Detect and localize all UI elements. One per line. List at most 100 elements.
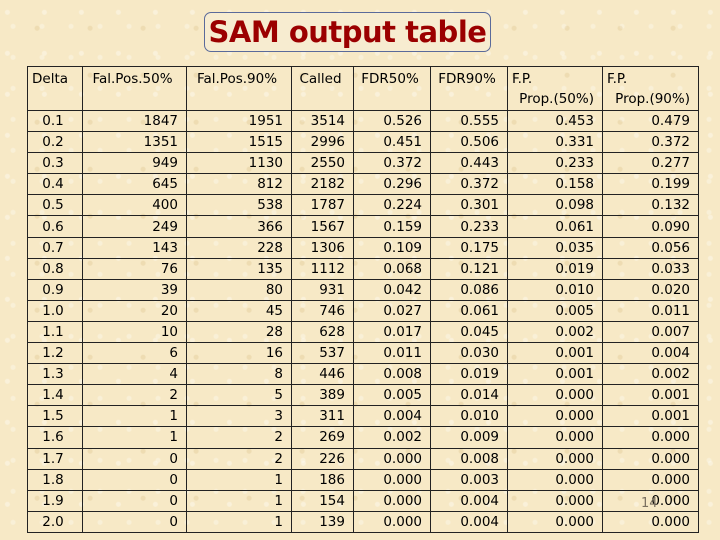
table-cell: 2 [186, 426, 292, 449]
header-delta: Delta [27, 66, 83, 111]
table-cell: 39 [82, 278, 187, 301]
table-cell: 2 [186, 447, 292, 470]
table-cell: 0.011 [602, 299, 699, 322]
table-row: 0.1 1847 1951 3514 0.526 0.555 0.453 0.479 [27, 109, 699, 133]
header-fal-pos-50: Fal.Pos.50% [82, 66, 187, 111]
table-cell: 0.042 [353, 278, 431, 301]
table-cell: 2996 [291, 131, 354, 154]
sam-output-table: Delta Fal.Pos.50% Fal.Pos.90% Called FDR… [27, 66, 699, 533]
table-row: 0.7 143 228 1306 0.109 0.175 0.035 0.056 [27, 236, 699, 259]
table-cell: 0.372 [353, 152, 431, 175]
table-cell: 0.033 [602, 257, 699, 280]
table-cell: 0.035 [507, 236, 603, 259]
table-cell: 0.9 [27, 278, 83, 301]
table-cell: 2.0 [27, 510, 83, 533]
table-cell: 139 [291, 510, 354, 533]
table-cell: 0.1 [27, 109, 83, 133]
table-cell: 0.506 [430, 131, 508, 154]
header-fal-pos-90: Fal.Pos.90% [186, 66, 292, 111]
table-cell: 1567 [291, 215, 354, 238]
table-cell: 0.2 [27, 131, 83, 154]
table-cell: 0.000 [507, 384, 603, 407]
header-fdr-90: FDR90% [430, 66, 508, 111]
table-cell: 0.296 [353, 173, 431, 196]
table-cell: 0.7 [27, 236, 83, 259]
table-cell: 0.109 [353, 236, 431, 259]
table-row: 1.9 0 1 154 0.000 0.004 0.000 0.000 [27, 489, 699, 512]
table-cell: 0.132 [602, 194, 699, 217]
table-cell: 0.479 [602, 109, 699, 133]
table-cell: 0.451 [353, 131, 431, 154]
table-cell: 269 [291, 426, 354, 449]
table-cell: 0.008 [353, 363, 431, 386]
table-cell: 186 [291, 468, 354, 491]
table-cell: 0.007 [602, 320, 699, 344]
table-cell: 0.011 [353, 342, 431, 365]
table-cell: 0.6 [27, 215, 83, 238]
table-cell: 0.000 [507, 510, 603, 533]
table-cell: 0 [82, 489, 187, 512]
table-row: 1.8 0 1 186 0.000 0.003 0.000 0.000 [27, 468, 699, 491]
table-cell: 0.4 [27, 173, 83, 196]
table-cell: 1.5 [27, 405, 83, 428]
table-cell: 1351 [82, 131, 187, 154]
table-cell: 0.001 [602, 384, 699, 407]
table-cell: 1.9 [27, 489, 83, 512]
table-cell: 5 [186, 384, 292, 407]
table-cell: 0.159 [353, 215, 431, 238]
table-cell: 0.090 [602, 215, 699, 238]
table-cell: 6 [82, 342, 187, 365]
table-cell: 0.233 [507, 152, 603, 175]
table-cell: 0.000 [602, 510, 699, 533]
table-cell: 0.000 [602, 426, 699, 449]
table-cell: 0.045 [430, 320, 508, 344]
table-cell: 0.004 [602, 342, 699, 365]
table-row: 1.3 4 8 446 0.008 0.019 0.001 0.002 [27, 363, 699, 386]
table-cell: 249 [82, 215, 187, 238]
table-row: 1.5 1 3 311 0.004 0.010 0.000 0.001 [27, 405, 699, 428]
table-row: 0.5 400 538 1787 0.224 0.301 0.098 0.132 [27, 194, 699, 217]
table-cell: 0 [82, 510, 187, 533]
table-cell: 0.004 [430, 489, 508, 512]
table-cell: 0.002 [602, 363, 699, 386]
slide-title-box: SAM output table [204, 12, 491, 52]
table-cell: 645 [82, 173, 187, 196]
table-cell: 0.199 [602, 173, 699, 196]
table-cell: 400 [82, 194, 187, 217]
table-cell: 0.301 [430, 194, 508, 217]
table-row: 0.8 76 135 1112 0.068 0.121 0.019 0.033 [27, 257, 699, 280]
table-cell: 812 [186, 173, 292, 196]
table-cell: 0.061 [430, 299, 508, 322]
table-cell: 0.020 [602, 278, 699, 301]
table-cell: 2182 [291, 173, 354, 196]
table-cell: 0 [82, 468, 187, 491]
table-body: 0.1 1847 1951 3514 0.526 0.555 0.453 0.479 0.2 13… [27, 109, 699, 533]
table-cell: 226 [291, 447, 354, 470]
table-cell: 1306 [291, 236, 354, 259]
table-cell: 0.056 [602, 236, 699, 259]
table-header-row: Delta Fal.Pos.50% Fal.Pos.90% Called FDR… [27, 66, 699, 111]
header-fdr-50: FDR50% [353, 66, 431, 111]
table-cell: 0.098 [507, 194, 603, 217]
table-cell: 1847 [82, 109, 187, 133]
table-cell: 746 [291, 299, 354, 322]
table-cell: 0.000 [353, 468, 431, 491]
table-cell: 0.526 [353, 109, 431, 133]
table-cell: 1.2 [27, 342, 83, 365]
table-row: 0.4 645 812 2182 0.296 0.372 0.158 0.199 [27, 173, 699, 196]
table-cell: 1.8 [27, 468, 83, 491]
table-cell: 3514 [291, 109, 354, 133]
table-cell: 0.017 [353, 320, 431, 344]
table-cell: 0.000 [602, 468, 699, 491]
table-cell: 0.331 [507, 131, 603, 154]
table-cell: 311 [291, 405, 354, 428]
table-row: 1.0 20 45 746 0.027 0.061 0.005 0.011 [27, 299, 699, 322]
table-cell: 0.000 [602, 447, 699, 470]
table-cell: 0.008 [430, 447, 508, 470]
table-cell: 0.002 [353, 426, 431, 449]
table-row: 1.4 2 5 389 0.005 0.014 0.000 0.001 [27, 384, 699, 407]
table-cell: 949 [82, 152, 187, 175]
table-cell: 143 [82, 236, 187, 259]
table-cell: 80 [186, 278, 292, 301]
table-cell: 1112 [291, 257, 354, 280]
